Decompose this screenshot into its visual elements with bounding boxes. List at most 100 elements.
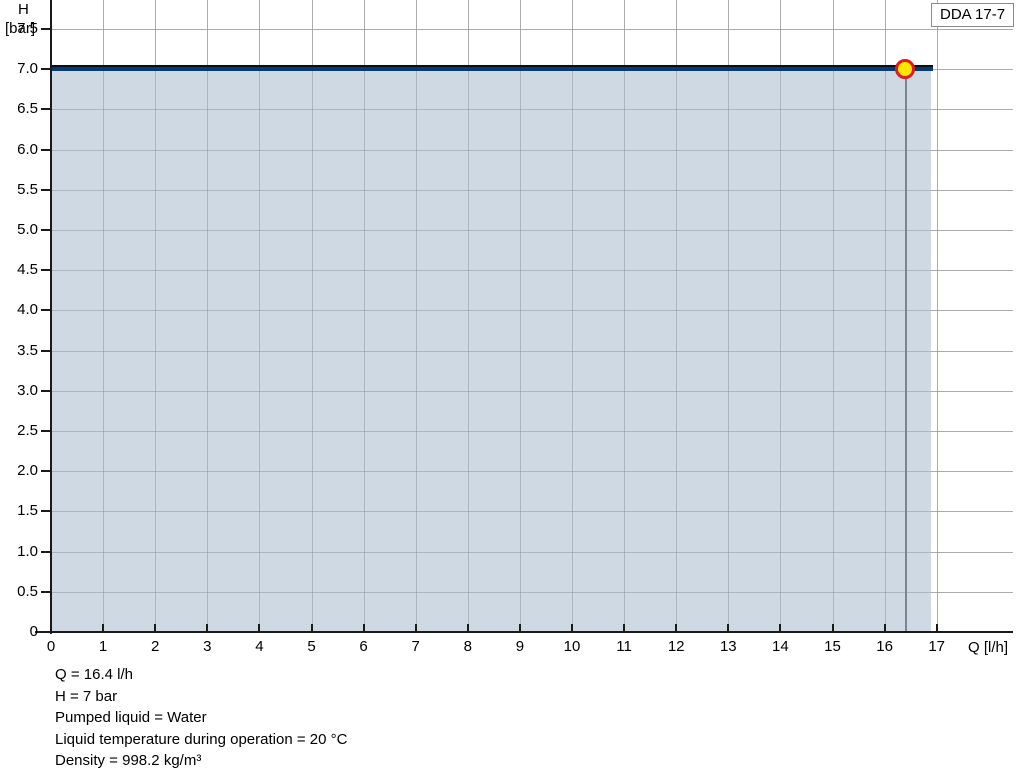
x-axis-tick-label: 11 [616,638,632,655]
x-axis-tick [414,624,417,633]
x-axis-tick-label: 2 [151,638,160,655]
y-axis-tick [41,389,51,392]
duty-point-dropline [905,69,908,632]
x-axis-tick-label: 17 [928,638,946,655]
gridline-vertical [884,0,886,632]
performance-envelope-fill [51,69,932,632]
x-axis-tick [258,624,261,633]
gridline-horizontal [51,591,1013,593]
y-axis-tick [41,309,51,312]
gridline-horizontal [51,29,1013,31]
x-axis-tick-label: 8 [463,638,472,655]
gridline-vertical [467,0,469,632]
y-axis-tick [41,269,51,272]
x-axis-tick-label: 4 [255,638,264,655]
gridline-horizontal [51,350,1013,352]
gridline-vertical [311,0,313,632]
gridline-horizontal [51,471,1013,473]
gridline-vertical [415,0,417,632]
x-axis-tick-label: 12 [667,638,685,655]
y-axis-title-unit: [bar] [5,20,36,37]
y-axis-tick-label: 3.0 [17,381,38,399]
y-axis-tick [41,148,51,151]
y-axis-tick [41,349,51,352]
x-axis-tick-label: 6 [359,638,368,655]
x-axis-tick-label: 3 [203,638,212,655]
x-axis-tick-label: 9 [515,638,525,655]
x-axis-tick-label: 13 [719,638,737,655]
y-axis-title-symbol: H [18,1,29,18]
y-axis-tick-label: 1.0 [17,542,38,560]
x-axis-tick-label: 14 [772,638,789,655]
y-axis-tick-label: 7.5 [17,20,38,38]
y-axis-tick [41,188,51,191]
gridline-vertical [572,0,573,632]
gridline-vertical [728,0,730,632]
gridline-horizontal [51,149,1013,151]
y-axis-tick-label: 6.0 [17,140,38,158]
y-axis-line [50,0,52,634]
caption-line: Density = 998.2 kg/m³ [55,752,202,769]
duty-point-marker[interactable] [895,59,916,80]
chart-caption: Q = 16.4 l/h H = 7 bar Pumped liquid = Wat… [55,664,347,772]
y-axis-tick-label: 7.0 [17,60,38,78]
x-axis-tick [831,624,834,633]
x-axis-tick [206,624,209,633]
x-axis-tick [623,624,626,633]
gridline-horizontal [51,230,1013,232]
x-axis-tick [883,624,886,633]
x-axis-tick [675,624,678,633]
gridline-horizontal [51,29,1013,31]
x-axis-tick [727,624,730,633]
gridline-vertical [363,0,365,632]
gridline-vertical [207,0,209,632]
gridline-vertical [780,0,782,632]
x-axis-tick-label: 1 [98,638,108,655]
y-axis-tick-label: 5.0 [17,221,38,239]
gridline-vertical [155,0,157,632]
y-axis-tick-label: 4.5 [17,261,38,279]
x-axis-tick [362,624,365,633]
y-axis-tick-label: 0.5 [17,582,38,600]
gridline-vertical [519,0,521,632]
x-axis-tick [571,624,573,633]
gridline-horizontal [51,431,1013,433]
y-axis-tick-label: 3.5 [17,341,38,359]
legend-pump-model[interactable]: DDA 17-7 [931,3,1015,27]
gridlines-overlay [51,0,1013,632]
x-axis-tick [154,624,157,633]
x-axis-tick-label: 0 [46,638,56,655]
y-axis-tick [41,229,51,232]
gridline-horizontal [51,551,1013,553]
gridline-vertical [936,0,938,632]
x-axis-tick [310,624,313,633]
y-axis-tick-label: 2.5 [17,422,38,440]
y-axis-tick [41,510,51,513]
gridline-horizontal [51,310,1013,312]
caption-line: Pumped liquid = Water [55,709,207,726]
gridline-vertical [259,0,261,632]
qh-curve-highlight [51,65,934,68]
gridline-horizontal [51,511,1013,513]
y-axis-tick [41,631,51,633]
x-axis-title: Q [l/h] [968,639,1009,656]
x-axis-tick [935,624,938,633]
y-axis-tick [41,590,51,593]
plot-area [51,0,1013,632]
gridline-horizontal [51,189,1013,191]
y-axis-tick-label: 5.5 [17,180,38,198]
x-axis-line [35,631,1013,633]
y-axis-tick [41,108,51,111]
gridline-vertical [103,0,105,632]
y-axis-tick-label: 4.0 [17,301,38,319]
gridline-vertical [936,0,938,632]
x-axis-tick-label: 7 [411,638,420,655]
gridline-vertical [624,0,626,632]
x-axis-tick [779,624,782,633]
x-axis-tick-label: 10 [563,638,581,655]
caption-line: H = 7 bar [55,687,118,705]
y-axis-tick-label: 1.5 [17,502,38,520]
qh-curve-line[interactable] [51,67,934,72]
x-axis-tick [102,624,105,633]
